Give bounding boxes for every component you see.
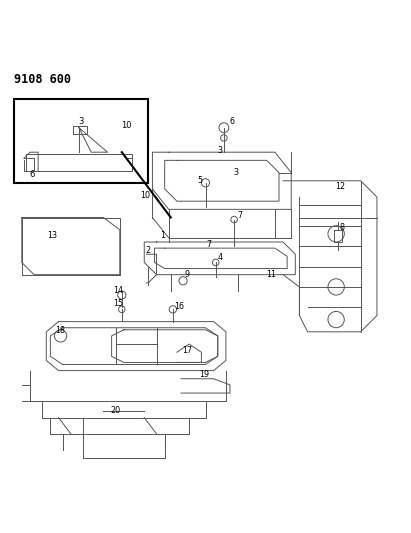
Text: 3: 3 [217, 146, 222, 155]
Text: 5: 5 [198, 176, 203, 185]
Text: 6: 6 [229, 117, 235, 126]
Text: 4: 4 [217, 253, 222, 262]
Text: 15: 15 [113, 298, 123, 308]
Text: 9108 600: 9108 600 [14, 72, 71, 86]
Text: 14: 14 [113, 287, 123, 295]
Text: 18: 18 [55, 327, 66, 335]
Text: 2: 2 [146, 246, 151, 255]
Text: 8: 8 [340, 223, 345, 232]
Text: 17: 17 [182, 346, 192, 354]
Text: 3: 3 [79, 117, 84, 126]
Text: 6: 6 [29, 170, 35, 179]
Text: 7: 7 [206, 239, 211, 248]
Text: 10: 10 [121, 121, 131, 130]
Text: 7: 7 [238, 211, 243, 220]
Text: 9: 9 [185, 270, 190, 279]
Text: 16: 16 [174, 302, 184, 311]
Text: 20: 20 [111, 406, 121, 415]
Text: 13: 13 [47, 231, 58, 240]
Text: 12: 12 [335, 182, 345, 191]
Text: 1: 1 [160, 231, 165, 240]
Text: 3: 3 [233, 168, 239, 177]
Text: 19: 19 [200, 370, 210, 379]
Text: 11: 11 [266, 270, 276, 279]
Text: 10: 10 [141, 191, 150, 199]
